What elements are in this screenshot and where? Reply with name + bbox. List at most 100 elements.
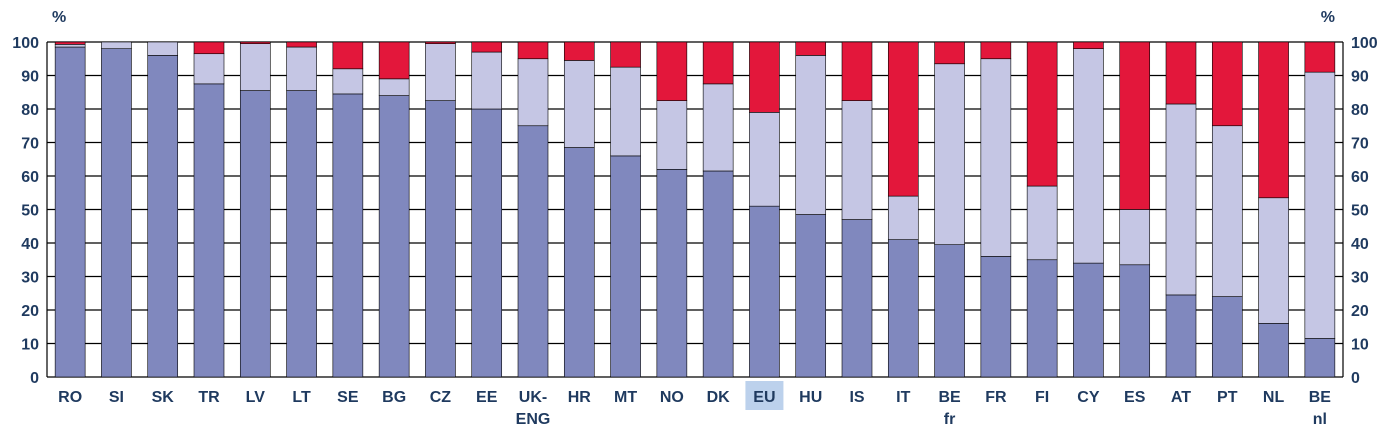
bars (54, 41, 1336, 378)
bar-segment-s2 (1258, 197, 1289, 324)
bar-segment-s3 (1073, 41, 1104, 49)
y-tick-label-left: 50 (21, 203, 39, 220)
bar-segment-s1 (563, 147, 595, 378)
y-tick-label-right: 10 (1351, 337, 1369, 354)
y-tick-label-left: 20 (21, 303, 39, 320)
bar-segment-s3 (286, 41, 317, 48)
bar-segment-s3 (934, 41, 965, 65)
y-tick-label-left: 40 (21, 236, 39, 253)
bar-segment-s2 (101, 41, 132, 49)
category-label: FR (985, 389, 1007, 406)
y-tick-labels-left: 0 10 20 30 40 50 60 70 80 90 100 (12, 35, 39, 387)
category-label: MT (614, 389, 637, 406)
bar-segment-s1 (656, 169, 688, 378)
bar-segment-s1 (934, 244, 965, 378)
bar-segment-s2 (1304, 71, 1336, 339)
category-label: HU (799, 389, 822, 406)
y-tick-label-right: 80 (1351, 102, 1369, 119)
category-label: IS (849, 389, 864, 406)
bar-segment-s1 (332, 93, 364, 378)
bar-segment-s1 (1165, 294, 1197, 378)
bar-segment-s2 (1073, 48, 1104, 264)
category-label: EU (753, 389, 775, 406)
bar-segment-s3 (193, 41, 225, 55)
bar-segment-s2 (749, 112, 780, 207)
bar-segment-s1 (378, 95, 410, 378)
category-labels: RO SI SK TR LV LT SE BG CZ EE UK-ENG HR MT NO DK EU HU IS… (58, 389, 1331, 428)
category-label: PT (1217, 389, 1238, 406)
bar-segment-s3 (1119, 41, 1151, 210)
bar-segment-s2 (378, 78, 410, 96)
y-tick-label-right: 90 (1351, 69, 1369, 86)
bar-segment-s3 (1165, 41, 1197, 105)
category-label: NL (1263, 389, 1285, 406)
y-tick-label-left: 0 (30, 370, 39, 387)
bar-segment-s1 (980, 256, 1012, 378)
bar-segment-s2 (934, 63, 965, 245)
category-label: AT (1171, 389, 1191, 406)
bar-segment-s3 (887, 41, 919, 197)
bar-segment-s1 (1119, 264, 1151, 378)
bar-segment-s1 (54, 46, 86, 378)
y-tick-label-left: 80 (21, 102, 39, 119)
bar-segment-s1 (101, 48, 132, 378)
bar-segment-s2 (980, 58, 1012, 257)
bar-segment-s3 (656, 41, 688, 101)
bar-segment-s2 (1026, 185, 1058, 261)
y-tick-label-right: 0 (1351, 370, 1360, 387)
category-label: LT (292, 389, 311, 406)
y-tick-label-right: 40 (1351, 236, 1369, 253)
bar-segment-s3 (378, 41, 410, 80)
y-tick-label-right: 50 (1351, 203, 1369, 220)
y-tick-label-left: 10 (21, 337, 39, 354)
category-label: ES (1124, 389, 1146, 406)
bar-segment-s1 (1073, 262, 1104, 378)
category-label: BG (382, 389, 406, 406)
bar-segment-s3 (749, 41, 780, 113)
bar-segment-s3 (54, 41, 86, 45)
bar-segment-s1 (841, 219, 873, 378)
y-axis-unit-right: % (1321, 9, 1335, 26)
bar-segment-s2 (795, 55, 827, 215)
category-label: CZ (430, 389, 452, 406)
bar-segment-s2 (887, 195, 919, 240)
bar-segment-s3 (980, 41, 1012, 60)
y-tick-label-right: 60 (1351, 169, 1369, 186)
bar-segment-s1 (1304, 338, 1336, 378)
y-tick-label-left: 30 (21, 270, 39, 287)
bar-segment-s2 (471, 51, 503, 110)
bar-segment-s3 (702, 41, 734, 85)
bar-segment-s2 (1165, 103, 1197, 296)
category-label: NO (660, 389, 684, 406)
bar-segment-s1 (610, 155, 641, 378)
bar-segment-s2 (286, 46, 317, 91)
category-label: SE (337, 389, 359, 406)
bar-segment-s1 (193, 83, 225, 378)
y-tick-label-right: 20 (1351, 303, 1369, 320)
category-label: FI (1035, 389, 1049, 406)
category-label: BE fr (938, 389, 961, 428)
y-tick-label-left: 70 (21, 136, 39, 153)
category-label: UK-ENG (516, 389, 551, 428)
bar-segment-s2 (54, 44, 86, 48)
category-label: DK (707, 389, 731, 406)
category-label: HR (568, 389, 592, 406)
bar-segment-s1 (795, 214, 827, 378)
category-label: SI (109, 389, 124, 406)
axes (46, 42, 1344, 377)
category-label: RO (58, 389, 82, 406)
bar-segment-s3 (239, 41, 271, 44)
y-tick-label-right: 100 (1351, 35, 1378, 52)
bar-segment-s1 (702, 170, 734, 378)
y-tick-label-right: 70 (1351, 136, 1369, 153)
bar-segment-s2 (841, 100, 873, 220)
y-tick-labels-right: 0 10 20 30 40 50 60 70 80 90 100 (1351, 35, 1378, 387)
category-highlights (745, 381, 784, 410)
category-label: TR (198, 389, 220, 406)
bar-segment-s2 (193, 53, 225, 85)
bar-segment-s1 (1026, 259, 1058, 378)
bar-segment-s1 (286, 90, 317, 378)
bar-segment-s2 (1119, 209, 1151, 266)
bar-segment-s3 (1211, 41, 1243, 127)
bar-segment-s2 (610, 66, 641, 157)
